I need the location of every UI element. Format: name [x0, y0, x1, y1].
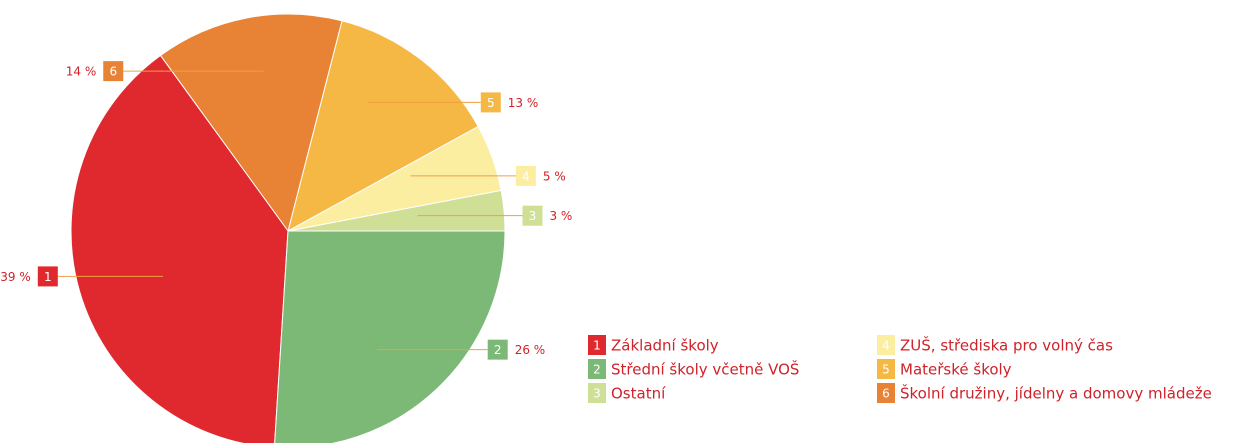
legend-number: 4	[882, 339, 890, 353]
value-label: 13 %	[508, 96, 539, 110]
legend-number: 6	[882, 387, 890, 401]
label-box	[515, 165, 536, 186]
label-box	[37, 266, 58, 287]
legend-box	[877, 383, 895, 403]
pie-slice	[159, 13, 343, 233]
label-number: 3	[529, 209, 537, 223]
legend-label: Školní družiny, jídelny a domovy mládeže	[900, 384, 1212, 403]
label-number: 2	[494, 343, 502, 357]
legend-box	[588, 335, 606, 355]
legend-number: 1	[593, 339, 601, 353]
pie-slice	[70, 54, 289, 447]
legend-number: 5	[882, 363, 890, 377]
legend-label: Mateřské školy	[900, 361, 1012, 379]
label-number: 1	[44, 270, 52, 284]
label-number: 4	[522, 169, 530, 183]
label-number: 6	[109, 65, 117, 79]
legend-number: 2	[593, 363, 601, 377]
legend-box	[877, 359, 895, 379]
legend-label: Ostatní	[611, 385, 666, 403]
legend-number: 3	[593, 387, 601, 401]
legend-label: Střední školy včetně VOŠ	[611, 360, 799, 379]
label-number: 5	[487, 96, 495, 110]
pie-slice	[287, 20, 479, 232]
value-label: 39 %	[0, 270, 31, 284]
legend-label: Základní školy	[611, 337, 719, 355]
label-box	[480, 92, 501, 113]
label-box	[487, 339, 508, 360]
value-label: 14 %	[66, 65, 97, 79]
legend-box	[588, 359, 606, 379]
legend-box	[588, 383, 606, 403]
pie-slice	[273, 230, 506, 447]
value-label: 26 %	[515, 343, 546, 357]
label-box	[103, 61, 124, 82]
legend-label: ZUŠ, střediska pro volný čas	[900, 336, 1113, 355]
label-box	[522, 205, 543, 226]
value-label: 3 %	[549, 209, 572, 223]
value-label: 5 %	[543, 169, 566, 183]
legend-box	[877, 335, 895, 355]
